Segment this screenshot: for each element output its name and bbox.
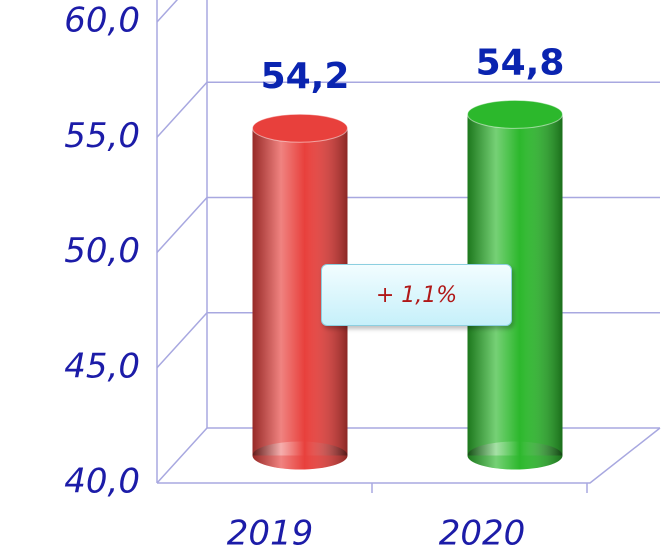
grid: [156, 0, 660, 484]
grid-line: [156, 0, 179, 23]
y-tick-label: 55,0: [64, 116, 140, 156]
bar-cap: [467, 99, 563, 129]
floor-edge: [157, 427, 661, 484]
grid-line: [156, 196, 660, 254]
y-tick-label: 45,0: [64, 346, 140, 386]
x-tick-label: 2019: [227, 514, 314, 554]
y-tick-label: 40,0: [64, 462, 140, 502]
x-tick-label: 2020: [439, 514, 526, 554]
grid-line: [156, 427, 660, 484]
value-label: 54,8: [476, 42, 565, 83]
grid-line: [156, 81, 660, 138]
value-label: 54,2: [261, 56, 350, 97]
bar-cap: [252, 113, 348, 143]
y-tick-label: 60,0: [64, 1, 140, 41]
annotation: + 1,1%: [321, 264, 512, 326]
y-tick-label: 50,0: [64, 231, 140, 271]
